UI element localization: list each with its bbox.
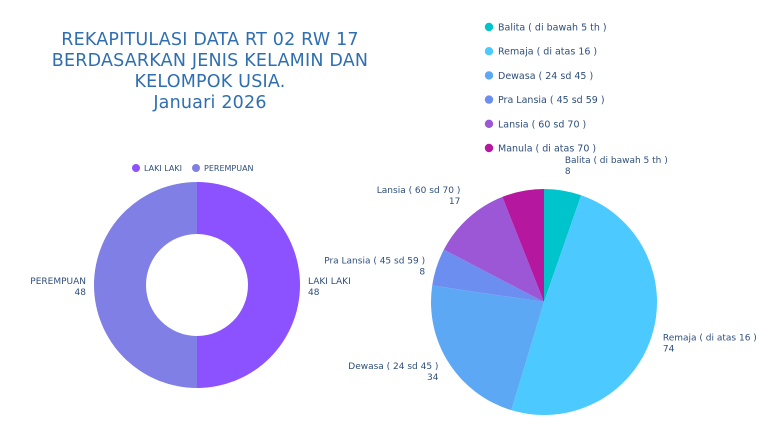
slice-label-balita-di-bawah-5-th: Balita ( di bawah 5 th ) xyxy=(565,156,668,166)
chart-title: REKAPITULASI DATA RT 02 RW 17 BERDASARKA… xyxy=(30,30,390,114)
donut-slice-laki-laki xyxy=(197,182,300,388)
legend-label-balita-di-bawah-5-th: Balita ( di bawah 5 th ) xyxy=(498,23,607,34)
title-line-3: KELOMPOK USIA. xyxy=(134,72,286,92)
pie-slice-remaja-di-atas-16 xyxy=(511,195,657,415)
slice-value-pra-lansia-45-sd-59: 8 xyxy=(419,267,425,277)
title-line-2: BERDASARKAN JENIS KELAMIN DAN xyxy=(51,51,369,71)
legend-marker-remaja-di-atas-16 xyxy=(484,47,494,56)
legend-label-remaja-di-atas-16: Remaja ( di atas 16 ) xyxy=(498,47,597,58)
slice-value-laki-laki: 48 xyxy=(308,288,320,298)
pie-slice-balita-di-bawah-5-th xyxy=(544,189,582,302)
pie-slice-lansia-60-sd-70 xyxy=(443,196,544,302)
slice-value-remaja-di-atas-16: 74 xyxy=(663,345,675,355)
pie-slice-pra-lansia-45-sd-59 xyxy=(432,249,544,302)
legend-marker-manula-di-atas-70 xyxy=(484,143,494,153)
age-group-pie-chart: Balita ( di bawah 5 th ) Remaja ( di atas… xyxy=(324,23,757,415)
slice-label-pra-lansia-45-sd-59: Pra Lansia ( 45 sd 59 ) xyxy=(324,256,425,266)
legend-label-laki-laki: LAKI LAKI xyxy=(144,164,182,173)
title-line-4: Januari 2026 xyxy=(153,93,267,113)
slice-value-perempuan: 48 xyxy=(75,288,87,298)
pie-slice-dewasa-24-sd-45 xyxy=(431,285,544,411)
legend-marker-lansia-60-sd-70 xyxy=(484,119,494,128)
legend-label-pra-lansia-45-sd-59: Pra Lansia ( 45 sd 59 ) xyxy=(498,95,605,106)
legend-marker-perempuan xyxy=(192,164,200,172)
legend-marker-pra-lansia-45-sd-59 xyxy=(484,95,494,104)
legend-label-dewasa-24-sd-45: Dewasa ( 24 sd 45 ) xyxy=(498,71,593,82)
title-line-1: REKAPITULASI DATA RT 02 RW 17 xyxy=(61,30,359,50)
legend-marker-balita-di-bawah-5-th xyxy=(484,22,494,32)
legend-label-perempuan: PEREMPUAN xyxy=(204,164,254,173)
legend-label-lansia-60-sd-70: Lansia ( 60 sd 70 ) xyxy=(498,119,586,130)
donut-slice-perempuan xyxy=(94,182,197,388)
slice-label-laki-laki: LAKI LAKI xyxy=(308,277,351,287)
legend-marker-laki-laki xyxy=(132,164,140,172)
legend-marker-dewasa-24-sd-45 xyxy=(484,71,494,80)
slice-label-remaja-di-atas-16: Remaja ( di atas 16 ) xyxy=(663,334,757,344)
slice-label-lansia-60-sd-70: Lansia ( 60 sd 70 ) xyxy=(377,186,461,196)
slice-value-balita-di-bawah-5-th: 8 xyxy=(565,167,571,177)
legend-label-manula-di-atas-70: Manula ( di atas 70 ) xyxy=(498,144,596,155)
pie-slice-manula-di-atas-70 xyxy=(502,189,544,302)
slice-label-dewasa-24-sd-45: Dewasa ( 24 sd 45 ) xyxy=(348,362,438,372)
slice-value-lansia-60-sd-70: 17 xyxy=(449,197,460,207)
slice-value-dewasa-24-sd-45: 34 xyxy=(427,373,439,383)
slice-label-perempuan: PEREMPUAN xyxy=(30,277,86,287)
